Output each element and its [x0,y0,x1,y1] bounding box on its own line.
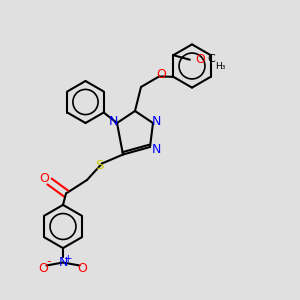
Text: C: C [208,54,215,64]
Text: N: N [109,115,118,128]
Text: O: O [78,262,87,275]
Text: N: N [152,143,161,156]
Text: S: S [95,159,104,172]
Text: N: N [58,256,68,269]
Text: O: O [195,52,205,66]
Text: H₃: H₃ [215,62,225,71]
Text: O: O [39,172,49,185]
Text: O: O [39,262,48,275]
Text: +: + [64,254,73,264]
Text: -: - [47,255,51,268]
Text: N: N [152,115,161,128]
Text: O: O [157,68,166,82]
